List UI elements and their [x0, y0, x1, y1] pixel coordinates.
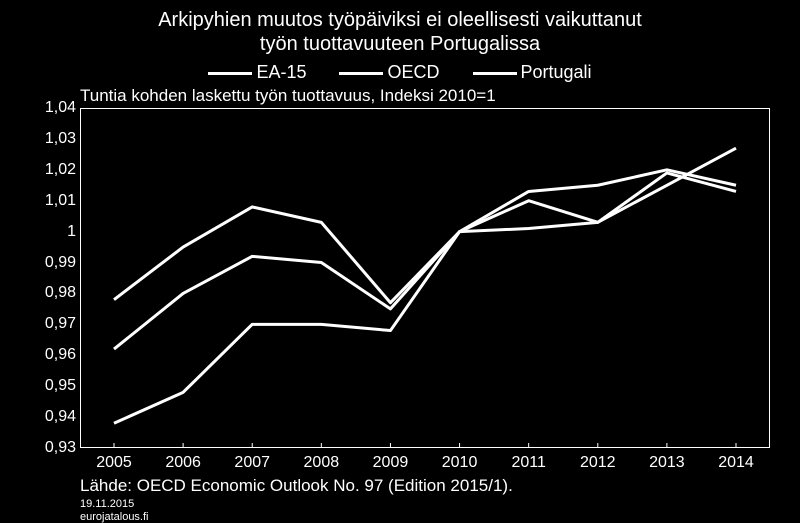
- legend-item-ea15: EA-15: [208, 62, 306, 83]
- legend-label: EA-15: [256, 62, 306, 82]
- source-text: Lähde: OECD Economic Outlook No. 97 (Edi…: [80, 476, 513, 496]
- plot-area: [80, 108, 770, 448]
- date-text: 19.11.2015: [80, 498, 134, 510]
- legend-line-icon: [339, 72, 383, 75]
- legend-label: OECD: [387, 62, 439, 82]
- legend-item-portugali: Portugali: [473, 62, 592, 83]
- x-tick-label: 2009: [373, 454, 409, 472]
- y-tick-label: 0,95: [30, 377, 76, 395]
- y-tick-label: 1,02: [30, 161, 76, 179]
- y-tick-label: 0,97: [30, 315, 76, 333]
- legend-line-icon: [473, 72, 517, 75]
- y-tick-label: 1,01: [30, 192, 76, 210]
- series-line-oecd: [114, 148, 736, 349]
- x-tick-label: 2011: [511, 454, 545, 472]
- x-tick-label: 2005: [96, 454, 132, 472]
- series-line-portugali: [114, 173, 736, 423]
- x-tick-label: 2010: [442, 454, 478, 472]
- chart-title: Arkipyhien muutos työpäiviksi ei oleelli…: [0, 8, 800, 56]
- legend-item-oecd: OECD: [339, 62, 439, 83]
- plot-border: [81, 109, 770, 448]
- x-tick-label: 2014: [718, 454, 754, 472]
- x-tick-label: 2006: [165, 454, 201, 472]
- title-line-2: työn tuottavuuteen Portugalissa: [260, 33, 540, 55]
- legend: EA-15 OECD Portugali: [0, 62, 800, 83]
- y-tick-label: 1,03: [30, 130, 76, 148]
- chart-subtitle: Tuntia kohden laskettu työn tuottavuus, …: [80, 86, 496, 106]
- x-tick-label: 2012: [580, 454, 616, 472]
- legend-label: Portugali: [521, 62, 592, 82]
- site-text: eurojatalous.fi: [80, 511, 149, 523]
- y-tick-label: 0,96: [30, 346, 76, 364]
- x-tick-label: 2013: [649, 454, 685, 472]
- y-tick-label: 1,04: [30, 99, 76, 117]
- y-tick-label: 1: [30, 223, 76, 241]
- chart-container: Arkipyhien muutos työpäiviksi ei oleelli…: [0, 0, 800, 523]
- y-tick-label: 0,93: [30, 439, 76, 457]
- y-tick-label: 0,99: [30, 254, 76, 272]
- y-tick-label: 0,94: [30, 408, 76, 426]
- legend-line-icon: [208, 72, 252, 75]
- title-line-1: Arkipyhien muutos työpäiviksi ei oleelli…: [158, 9, 642, 31]
- x-tick-label: 2007: [234, 454, 270, 472]
- x-tick-label: 2008: [304, 454, 340, 472]
- y-tick-label: 0,98: [30, 284, 76, 302]
